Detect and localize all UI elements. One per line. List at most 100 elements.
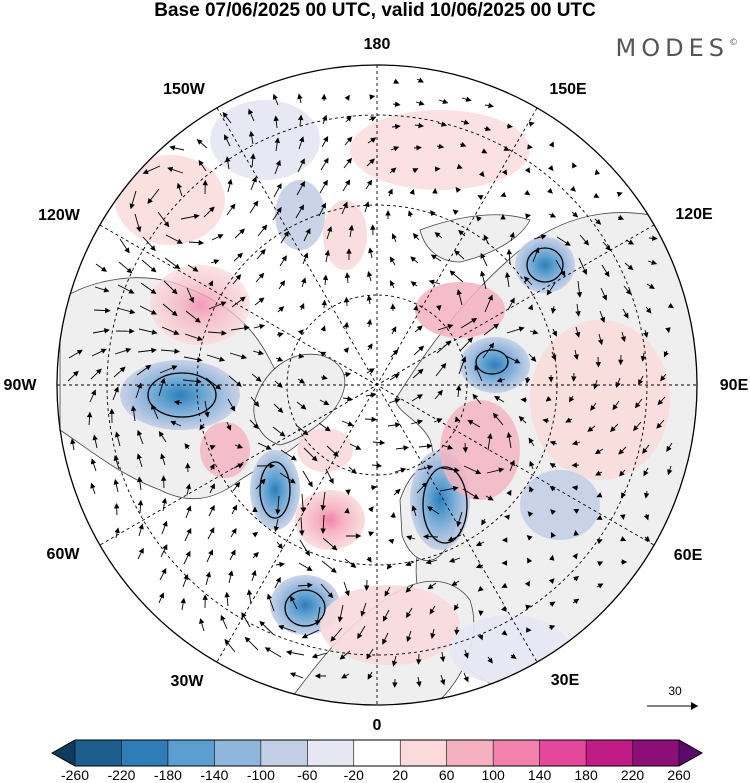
wind-vector-head xyxy=(323,157,329,164)
wind-vector-head xyxy=(346,136,353,143)
wind-vector-head xyxy=(342,201,348,208)
wind-vector-head xyxy=(518,326,525,332)
wind-vector-head xyxy=(467,337,474,344)
longitude-label-60w: 60W xyxy=(46,546,80,563)
wind-vector-head xyxy=(259,478,266,485)
wind-vector-head xyxy=(289,478,296,484)
wind-vector-head xyxy=(454,467,460,473)
wind-vector-head xyxy=(183,573,189,581)
wind-vector-head xyxy=(571,440,578,446)
wind-vector-head xyxy=(597,583,604,589)
wind-vector-head xyxy=(528,437,534,444)
wind-vector-head xyxy=(343,321,349,328)
wind-vector-head xyxy=(449,270,456,276)
wind-vector-head xyxy=(455,384,462,391)
wind-vector-head xyxy=(369,94,376,100)
wind-vector-head xyxy=(665,327,671,334)
wind-vector-head xyxy=(344,272,351,278)
wind-vector-head xyxy=(454,629,460,636)
wind-vector-head xyxy=(185,550,191,557)
longitude-label-150e: 150E xyxy=(549,81,587,98)
wind-vector-head xyxy=(278,624,285,631)
colorbar-tick-label: -260 xyxy=(60,767,90,783)
wind-vector-head xyxy=(427,583,434,590)
wind-vector-head xyxy=(595,470,602,476)
wind-vector-head xyxy=(220,301,227,307)
wind-vector-head xyxy=(549,601,556,607)
wind-vector-head xyxy=(422,533,429,540)
colorbar-swatch xyxy=(632,740,680,766)
wind-vector-head xyxy=(454,416,461,423)
wind-vector-head xyxy=(275,509,281,515)
wind-vector-head xyxy=(493,323,500,329)
wind-vector-head xyxy=(432,188,438,194)
wind-vector-head xyxy=(483,234,489,241)
wind-vector-head xyxy=(300,507,306,513)
colorbar-tick-label: 260 xyxy=(667,767,691,783)
wind-vector-head xyxy=(524,167,531,174)
wind-vector-head xyxy=(198,239,205,246)
wind-vector-head xyxy=(344,590,350,597)
colorbar-swatch xyxy=(260,740,308,766)
wind-vector-head xyxy=(590,404,596,411)
wind-vector-head xyxy=(643,470,649,477)
wind-vector-head xyxy=(379,439,386,446)
wind-vector-head xyxy=(136,382,143,389)
wind-vector-head xyxy=(171,365,178,371)
modes-logo-text: MODES xyxy=(615,34,729,62)
wind-vector-head xyxy=(298,353,305,359)
wind-vector-head xyxy=(171,310,178,317)
wind-vector-head xyxy=(480,270,486,277)
wind-vector-head xyxy=(478,634,484,641)
wind-vector-head xyxy=(392,682,398,688)
wind-vector-head xyxy=(394,101,401,107)
wind-vector-head xyxy=(370,116,377,122)
wind-vector-head xyxy=(477,585,484,592)
wind-vector-head xyxy=(277,407,284,413)
wind-vector-head xyxy=(436,305,442,311)
wind-vector-head xyxy=(442,98,449,105)
wind-vector-head xyxy=(623,312,629,319)
wind-vector-head xyxy=(620,336,626,343)
wind-vector-head xyxy=(205,571,211,578)
wind-vector-head xyxy=(138,547,144,554)
positive-anomaly xyxy=(323,200,367,270)
wind-vector-head xyxy=(548,141,554,148)
wind-vector-head xyxy=(656,422,662,429)
wind-vector-head xyxy=(367,343,373,350)
wind-vector-head xyxy=(384,590,390,597)
wind-vector-head xyxy=(321,299,327,306)
wind-vector-head xyxy=(551,354,557,361)
wind-vector-head xyxy=(453,604,460,611)
wind-vector-head xyxy=(416,681,422,688)
wind-vector-head xyxy=(346,157,352,164)
wind-vector-head xyxy=(344,179,351,186)
wind-vector-head xyxy=(311,455,318,462)
wind-vector-head xyxy=(460,141,467,148)
wind-vector-head xyxy=(575,310,581,317)
wind-vector-head xyxy=(524,580,531,587)
wind-vector-head xyxy=(596,539,603,545)
colorbar-swatch xyxy=(75,740,122,766)
wind-vector-head xyxy=(114,527,120,534)
wind-vector-head xyxy=(339,654,346,660)
wind-vector-head xyxy=(196,378,202,385)
longitude-label-180: 180 xyxy=(363,36,391,53)
wind-vector-head xyxy=(634,402,641,409)
wind-vector-head xyxy=(248,108,254,115)
wind-vector-head xyxy=(570,186,576,192)
wind-vector-head xyxy=(617,214,625,220)
wind-vector-head xyxy=(527,557,533,564)
contour-line xyxy=(475,349,509,375)
wind-vector-head xyxy=(368,368,375,374)
wind-vector-head xyxy=(252,531,259,538)
wind-vector-head xyxy=(463,676,469,683)
wind-vector-head xyxy=(548,376,554,383)
wind-vector-head xyxy=(527,144,533,150)
wind-vector-head xyxy=(572,553,578,560)
contour-line xyxy=(422,466,468,544)
negative-anomaly xyxy=(515,237,575,293)
wind-vector-head xyxy=(425,559,432,565)
wind-vector-head xyxy=(475,563,482,569)
wind-vector-head xyxy=(540,234,547,240)
